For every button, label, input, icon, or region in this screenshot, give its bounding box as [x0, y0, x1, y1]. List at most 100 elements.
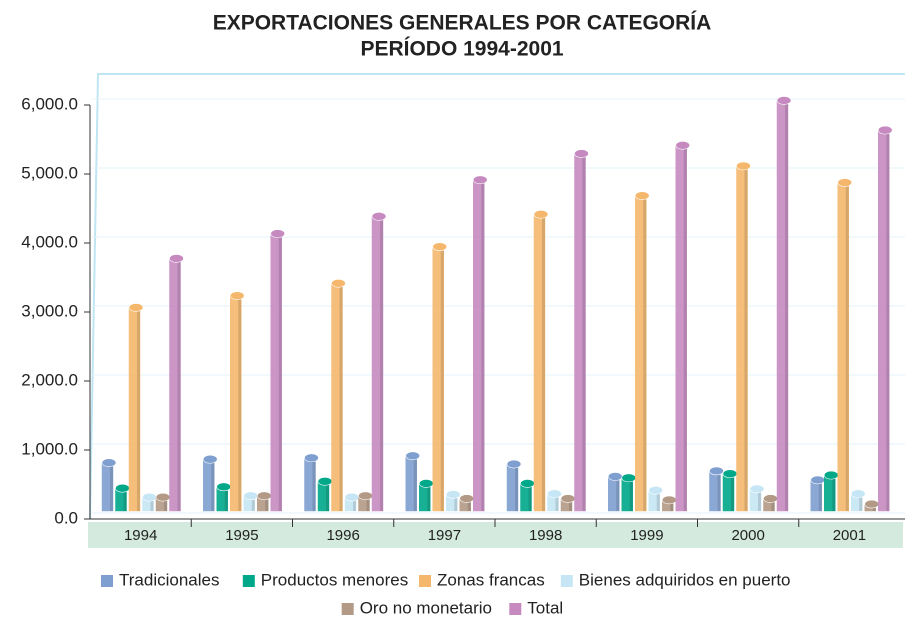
bar-cap [506, 459, 522, 469]
bar-cap [405, 451, 421, 461]
bar-shade [427, 483, 431, 511]
bar-shade [758, 488, 761, 511]
y-tick-label: 5,000.0 [21, 163, 78, 182]
bar-cap [560, 494, 576, 503]
bar-shade [656, 490, 660, 511]
bar-cap [445, 490, 461, 499]
bar-shade [224, 486, 228, 511]
chart-subtitle: PERÍODO 1994-2001 [360, 38, 563, 61]
bar-cap [823, 470, 839, 480]
legend-swatch [341, 603, 354, 615]
x-tick-label: 1996 [326, 527, 359, 544]
bar-shade [123, 488, 127, 511]
bar-cap [432, 242, 448, 252]
bar-cap [877, 125, 893, 135]
bar-cap [418, 479, 434, 488]
legend-label: Zonas francas [437, 570, 545, 589]
bar-cap [547, 489, 562, 499]
legend-label: Tradicionales [119, 570, 219, 589]
bar-shade [366, 495, 370, 511]
bar-shade [339, 283, 343, 511]
bar-shade [582, 153, 586, 511]
y-tick-label: 3,000.0 [21, 301, 78, 320]
bar-shade [542, 214, 545, 512]
bar-shade [164, 497, 167, 511]
legend-swatch [560, 575, 573, 587]
bar-cap [256, 491, 272, 501]
bar-shade [555, 493, 559, 511]
legend-swatch [242, 575, 255, 587]
bar-shade [744, 166, 748, 511]
bar-cap [776, 96, 792, 105]
x-tick-label: 1998 [529, 527, 562, 544]
bar-cap [169, 254, 184, 263]
bar-shade [211, 459, 215, 511]
bar-cap [736, 161, 751, 171]
bar-cap [101, 458, 117, 468]
legend-label: Productos menores [261, 570, 408, 589]
bar-cap [472, 175, 488, 185]
x-tick-label: 1994 [124, 527, 157, 544]
bar-shade [278, 233, 282, 511]
legend-label: Total [527, 598, 563, 617]
bar-cap [763, 494, 778, 503]
bar-cap [574, 149, 589, 158]
bar-shade [643, 195, 647, 512]
bar-shade [670, 499, 674, 511]
bar-cap [709, 466, 724, 476]
bar-shade [785, 100, 788, 511]
bar-cap [229, 291, 245, 301]
legend-label: Bienes adquiridos en puerto [579, 570, 791, 589]
x-tick-label: 1999 [630, 527, 663, 544]
bar-cap [128, 303, 144, 312]
bar-cap [344, 492, 360, 502]
bar-cap [533, 210, 549, 219]
bar-cap [317, 477, 333, 486]
bar-shade [859, 493, 863, 511]
bar-shade [380, 216, 383, 511]
bar-shade [569, 498, 572, 511]
legend-label: Oro no monetario [360, 598, 492, 617]
y-tick-label: 2,000.0 [21, 370, 78, 389]
bar-shade [454, 494, 458, 511]
bar-shade [110, 462, 113, 511]
bar-shade [771, 498, 775, 511]
bar-cap [202, 454, 218, 464]
bar-shade [265, 495, 269, 511]
bar-cap [304, 453, 319, 463]
bar-cap [648, 485, 664, 495]
bar-shade [616, 476, 620, 511]
bar-shade [467, 498, 471, 511]
bar-shade [683, 145, 687, 512]
bar-shade [818, 479, 822, 511]
y-tick-label: 0.0 [54, 508, 78, 527]
bar-shade [528, 483, 532, 511]
bar-shade [353, 497, 356, 511]
bar-cap [837, 178, 853, 187]
y-tick-label: 4,000.0 [21, 232, 78, 251]
bar-shade [440, 246, 444, 512]
chart-title: EXPORTACIONES GENERALES POR CATEGORÍA [213, 12, 712, 35]
bar-cap [607, 472, 623, 481]
bar-cap [850, 489, 866, 499]
bar-shade [832, 475, 836, 511]
x-tick-label: 1997 [428, 527, 461, 544]
bar-shade [886, 130, 890, 511]
bar-cap [142, 492, 157, 502]
x-tick-label: 2001 [833, 527, 866, 544]
legend-swatch [419, 575, 431, 587]
bar-shade [515, 464, 518, 511]
bar-shade [629, 477, 633, 511]
bar-shade [717, 470, 721, 511]
bar-cap [216, 482, 232, 492]
bar-cap [621, 473, 637, 483]
bar-shade [150, 497, 154, 511]
bar-cap [115, 483, 130, 493]
bar-cap [661, 495, 677, 505]
bar-cap [270, 229, 286, 238]
bar-cap [675, 141, 691, 150]
plot-frame [89, 73, 905, 520]
bar-shade [137, 307, 140, 511]
bar-cap [371, 212, 387, 221]
